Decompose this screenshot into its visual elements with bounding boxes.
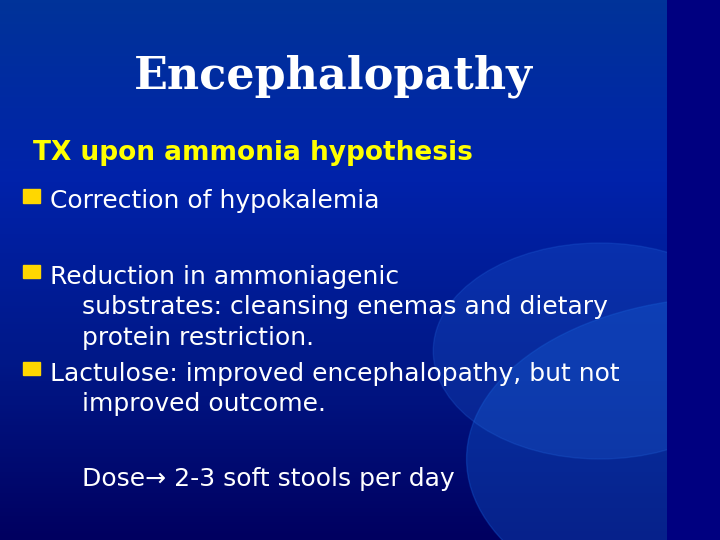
FancyBboxPatch shape xyxy=(23,265,40,278)
Ellipse shape xyxy=(467,297,720,540)
Text: Correction of hypokalemia: Correction of hypokalemia xyxy=(50,189,379,213)
Text: Dose→ 2-3 soft stools per day: Dose→ 2-3 soft stools per day xyxy=(50,467,454,491)
Text: Lactulose: improved encephalopathy, but not
    improved outcome.: Lactulose: improved encephalopathy, but … xyxy=(50,362,620,416)
Text: TX upon ammonia hypothesis: TX upon ammonia hypothesis xyxy=(33,140,473,166)
Text: Encephalopathy: Encephalopathy xyxy=(134,54,533,98)
FancyBboxPatch shape xyxy=(23,189,40,202)
Text: Reduction in ammoniagenic
    substrates: cleansing enemas and dietary
    prote: Reduction in ammoniagenic substrates: cl… xyxy=(50,265,608,350)
FancyBboxPatch shape xyxy=(23,362,40,375)
Ellipse shape xyxy=(433,243,720,459)
